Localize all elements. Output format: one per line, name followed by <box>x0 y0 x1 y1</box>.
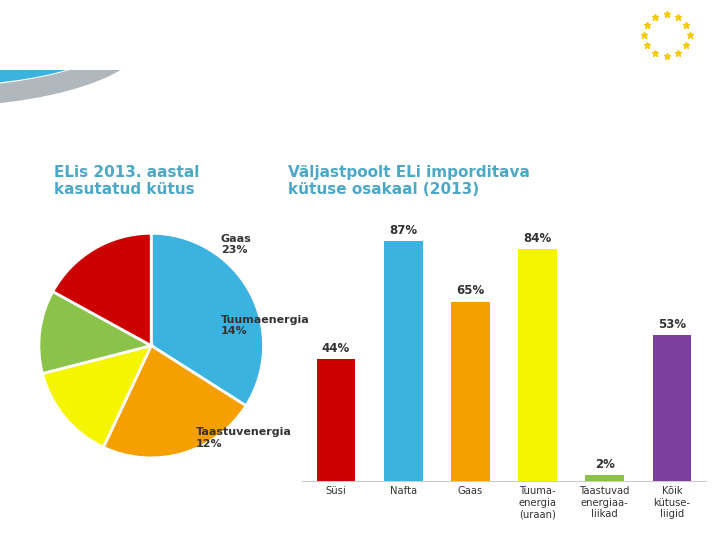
Bar <box>384 241 423 481</box>
Text: 65%: 65% <box>456 285 485 298</box>
Wedge shape <box>104 346 246 458</box>
Bar <box>585 475 624 481</box>
Text: 84%: 84% <box>523 232 552 245</box>
Text: 2%: 2% <box>595 458 615 471</box>
Bar <box>518 249 557 481</box>
Text: 53%: 53% <box>658 318 686 330</box>
Wedge shape <box>42 346 151 447</box>
Text: Gaas
23%: Gaas 23% <box>221 234 251 255</box>
Text: Energiaallikad muutuvas maailmas: Energiaallikad muutuvas maailmas <box>25 28 436 48</box>
Text: 87%: 87% <box>389 224 418 237</box>
Text: Väljastpoolt ELi imporditava
kütuse osakaal (2013): Väljastpoolt ELi imporditava kütuse osak… <box>288 165 530 197</box>
Bar <box>317 360 356 481</box>
Wedge shape <box>53 233 151 346</box>
Wedge shape <box>151 233 264 406</box>
Wedge shape <box>39 292 151 374</box>
Bar <box>451 301 490 481</box>
Text: Tuumaenergia
14%: Tuumaenergia 14% <box>221 315 310 336</box>
Text: 44%: 44% <box>322 342 350 355</box>
Text: Taastuvenergia
12%: Taastuvenergia 12% <box>196 427 292 449</box>
Bar <box>652 335 691 481</box>
Text: ELis 2013. aastal
kasutatud kütus: ELis 2013. aastal kasutatud kütus <box>54 165 199 197</box>
